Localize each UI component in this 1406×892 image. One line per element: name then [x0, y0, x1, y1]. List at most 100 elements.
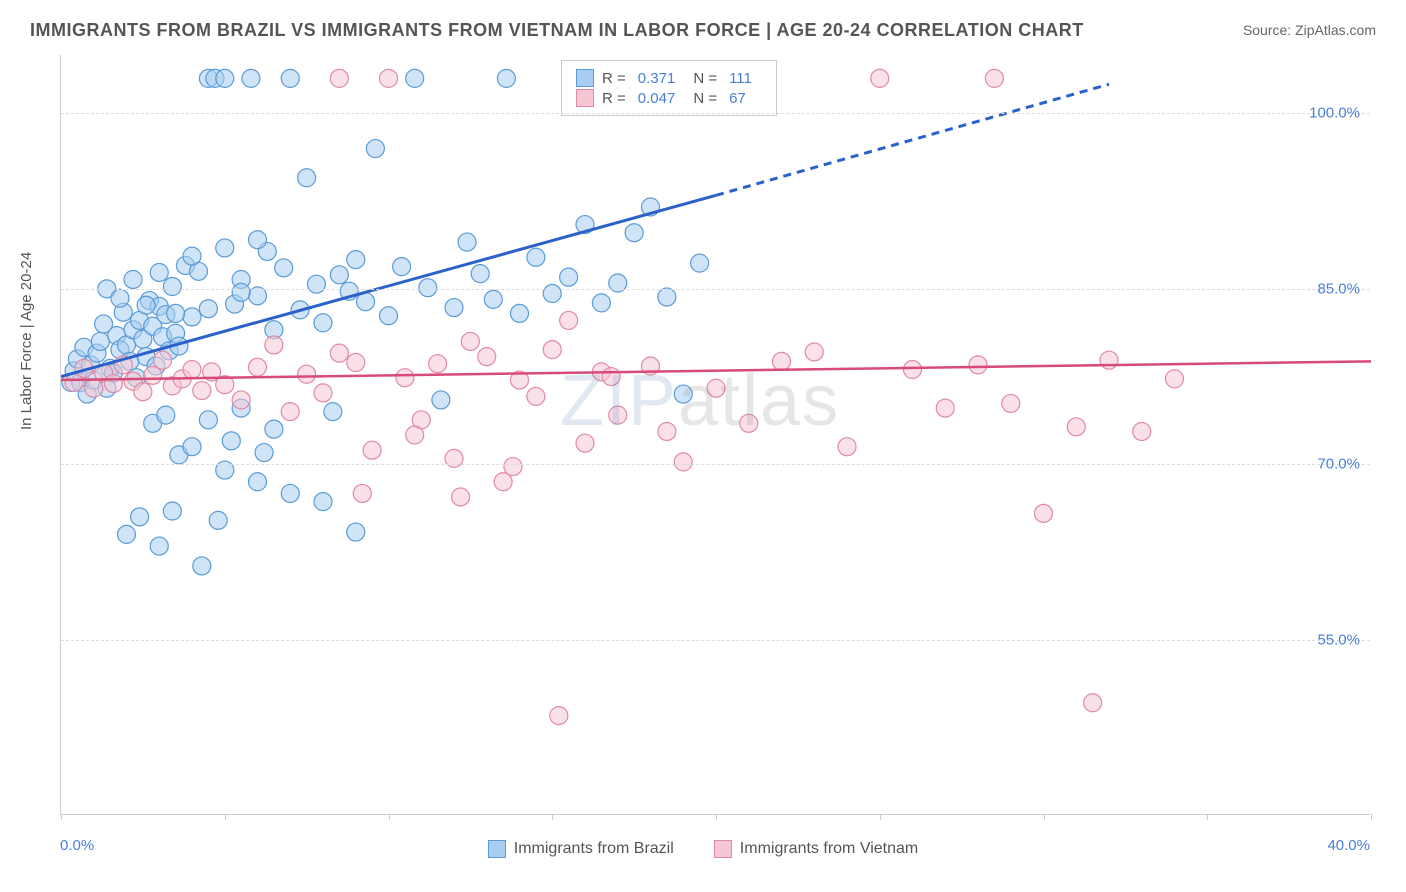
scatter-point [199, 300, 217, 318]
scatter-point [805, 343, 823, 361]
scatter-point [484, 290, 502, 308]
scatter-point [265, 336, 283, 354]
scatter-point [193, 557, 211, 575]
scatter-point [281, 484, 299, 502]
legend-row: R =0.047N =67 [576, 89, 762, 107]
scatter-point [658, 422, 676, 440]
scatter-point [330, 266, 348, 284]
legend-swatch [488, 840, 506, 858]
legend-row: R =0.371N =111 [576, 69, 762, 87]
legend-r-value: 0.047 [638, 90, 676, 107]
scatter-point [625, 224, 643, 242]
scatter-point [461, 332, 479, 350]
scatter-point [691, 254, 709, 272]
scatter-point [527, 387, 545, 405]
scatter-point [838, 438, 856, 456]
scatter-point [216, 69, 234, 87]
scatter-point [1166, 370, 1184, 388]
series-legend: Immigrants from Brazil Immigrants from Vi… [0, 840, 1406, 858]
scatter-point [380, 307, 398, 325]
scatter-point [281, 403, 299, 421]
scatter-point [314, 384, 332, 402]
scatter-point [330, 69, 348, 87]
scatter-point [298, 169, 316, 187]
scatter-point [163, 278, 181, 296]
legend-series-label: Immigrants from Brazil [514, 840, 674, 858]
scatter-point [543, 341, 561, 359]
legend-r-label: R = [602, 70, 626, 87]
gridline [61, 464, 1370, 465]
scatter-point [222, 432, 240, 450]
scatter-point [118, 525, 136, 543]
x-tick-mark [1371, 814, 1372, 820]
scatter-point [674, 453, 692, 471]
x-tick-mark [880, 814, 881, 820]
scatter-point [511, 304, 529, 322]
scatter-point [242, 69, 260, 87]
scatter-point [560, 311, 578, 329]
x-tick-mark [389, 814, 390, 820]
scatter-point [104, 375, 122, 393]
scatter-point [183, 247, 201, 265]
scatter-point [255, 444, 273, 462]
scatter-point [740, 414, 758, 432]
scatter-point [314, 493, 332, 511]
scatter-point [157, 406, 175, 424]
scatter-point [429, 355, 447, 373]
scatter-point [471, 265, 489, 283]
scatter-point [452, 488, 470, 506]
scatter-point [904, 361, 922, 379]
scatter-point [406, 426, 424, 444]
scatter-point [347, 523, 365, 541]
scatter-point [602, 368, 620, 386]
scatter-point [216, 239, 234, 257]
scatter-point [609, 406, 627, 424]
correlation-legend: R =0.371N =111R =0.047N =67 [561, 60, 777, 116]
scatter-point [363, 441, 381, 459]
scatter-point [265, 420, 283, 438]
gridline [61, 289, 1370, 290]
scatter-point [307, 275, 325, 293]
scatter-point [298, 365, 316, 383]
scatter-point [249, 231, 267, 249]
scatter-point [871, 69, 889, 87]
x-tick-mark [716, 814, 717, 820]
scatter-point [150, 263, 168, 281]
scatter-point [124, 270, 142, 288]
scatter-point [707, 379, 725, 397]
scatter-point [936, 399, 954, 417]
scatter-point [232, 391, 250, 409]
scatter-point [111, 289, 129, 307]
scatter-point [445, 299, 463, 317]
scatter-point [576, 434, 594, 452]
chart-title: IMMIGRANTS FROM BRAZIL VS IMMIGRANTS FRO… [30, 20, 1084, 41]
scatter-point [163, 502, 181, 520]
legend-swatch [714, 840, 732, 858]
scatter-point [985, 69, 1003, 87]
gridline [61, 113, 1370, 114]
legend-n-value: 67 [729, 90, 746, 107]
scatter-point [432, 391, 450, 409]
scatter-point [91, 332, 109, 350]
legend-swatch [576, 69, 594, 87]
legend-n-label: N = [693, 70, 717, 87]
scatter-point [1002, 394, 1020, 412]
scatter-point [249, 473, 267, 491]
scatter-point [674, 385, 692, 403]
legend-r-label: R = [602, 90, 626, 107]
scatter-point [209, 511, 227, 529]
legend-swatch [576, 89, 594, 107]
scatter-svg [61, 55, 1371, 815]
scatter-point [969, 356, 987, 374]
scatter-point [232, 283, 250, 301]
y-axis-label: In Labor Force | Age 20-24 [18, 252, 35, 430]
scatter-point [543, 285, 561, 303]
scatter-point [592, 294, 610, 312]
bottom-legend-item: Immigrants from Vietnam [714, 840, 918, 858]
legend-n-value: 111 [729, 70, 752, 87]
x-tick-mark [225, 814, 226, 820]
scatter-point [1084, 694, 1102, 712]
scatter-point [497, 69, 515, 87]
scatter-point [550, 707, 568, 725]
scatter-point [330, 344, 348, 362]
